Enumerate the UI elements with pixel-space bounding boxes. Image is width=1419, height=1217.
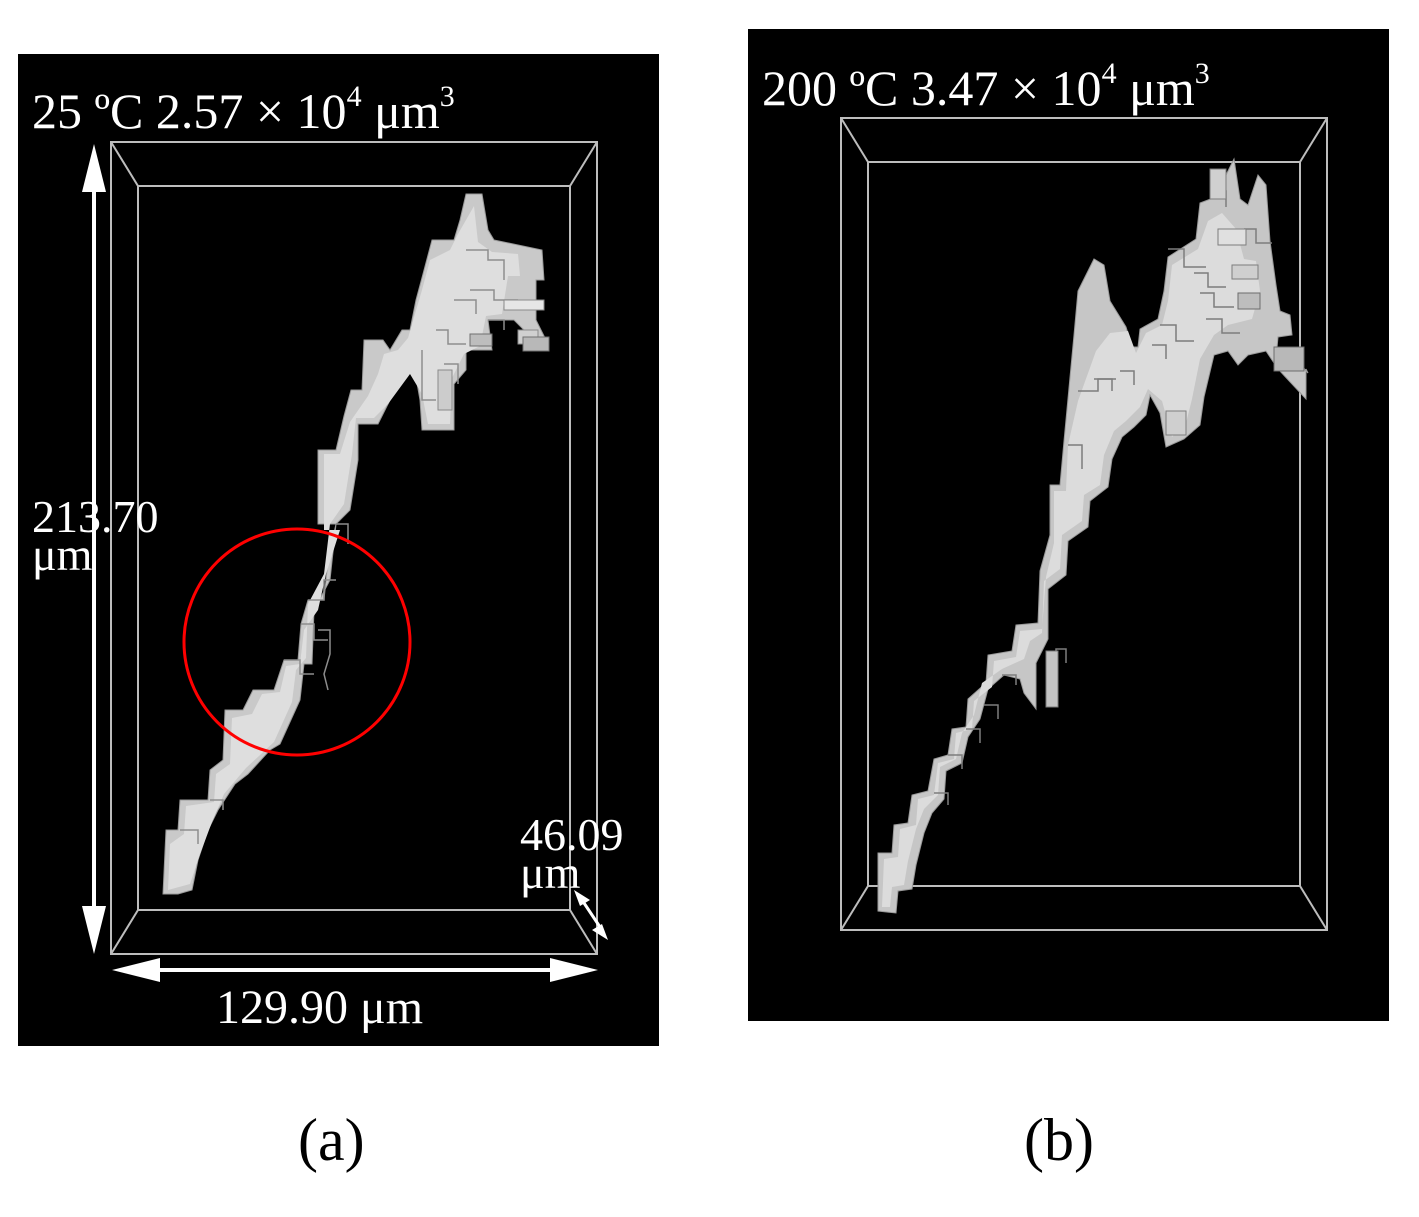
depth-dimension-label: 46.09 μm bbox=[520, 809, 624, 898]
pore-volume bbox=[877, 157, 1309, 914]
caption-a: (a) bbox=[298, 1107, 365, 1173]
panel-a-image: 25 ºC 2.57 × 104 μm3 213.70 μm 46.09 μm … bbox=[18, 54, 659, 1046]
bounding-box bbox=[110, 141, 598, 955]
bounding-box bbox=[840, 117, 1328, 931]
depth-unit: μm bbox=[520, 846, 581, 898]
height-value: 213.70 bbox=[32, 491, 159, 542]
unit-exponent: 3 bbox=[1194, 57, 1210, 90]
temperature-label: 200 ºC bbox=[762, 60, 899, 116]
panel-a-title: 25 ºC 2.57 × 104 μm3 bbox=[32, 82, 455, 139]
width-arrow bbox=[112, 958, 598, 982]
panel-b-image: 200 ºC 3.47 × 104 μm3 bbox=[748, 29, 1389, 1021]
highlight-circle bbox=[182, 527, 412, 757]
width-dimension-label: 129.90 μm bbox=[216, 981, 424, 1034]
panel-b-render bbox=[840, 117, 1328, 931]
panel-b-title: 200 ºC 3.47 × 104 μm3 bbox=[762, 59, 1210, 116]
height-dimension-label: 213.70 μm bbox=[32, 491, 159, 580]
panel-a-render bbox=[82, 141, 608, 982]
height-unit: μm bbox=[32, 528, 93, 580]
temperature-label: 25 ºC bbox=[32, 83, 144, 139]
volume-unit: μm bbox=[374, 83, 440, 139]
volume-exponent: 4 bbox=[1101, 57, 1117, 90]
depth-value: 46.09 bbox=[520, 809, 624, 860]
volume-label: 3.47 × 10 bbox=[910, 60, 1102, 116]
caption-b: (b) bbox=[1024, 1107, 1094, 1173]
depth-arrow bbox=[574, 890, 608, 940]
volume-label: 2.57 × 10 bbox=[155, 83, 347, 139]
unit-exponent: 3 bbox=[439, 80, 455, 113]
volume-exponent: 4 bbox=[346, 80, 362, 113]
volume-unit: μm bbox=[1129, 60, 1195, 116]
height-arrow bbox=[82, 144, 106, 954]
pore-volume bbox=[162, 193, 550, 895]
